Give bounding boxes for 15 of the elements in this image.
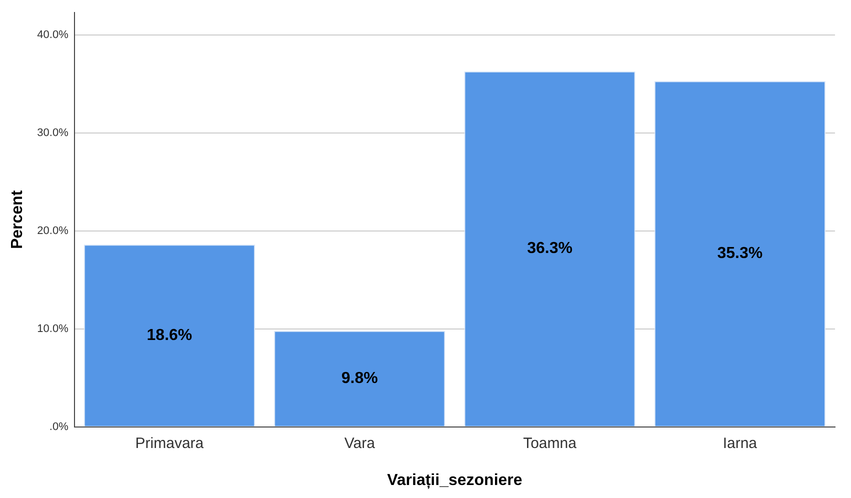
y-tick-label: 30.0% [37,127,69,140]
data-label: 9.8% [341,370,378,387]
x-tick-label: Iarna [722,434,758,452]
x-tick-label: Vara [344,434,376,452]
x-tick-label: Toamna [523,434,578,452]
y-tick-label: 10.0% [37,322,69,335]
y-axis-title: Percent [9,190,26,250]
data-label: 18.6% [146,326,192,344]
x-axis-title: Variații_sezoniere [387,472,522,489]
x-tick-label: Primavara [135,434,204,452]
data-label: 35.3% [717,245,763,262]
y-tick-label: .0% [49,420,69,433]
y-tick-label: 40.0% [37,29,69,42]
y-tick-label: 20.0% [37,224,69,237]
data-label: 36.3% [527,240,572,258]
